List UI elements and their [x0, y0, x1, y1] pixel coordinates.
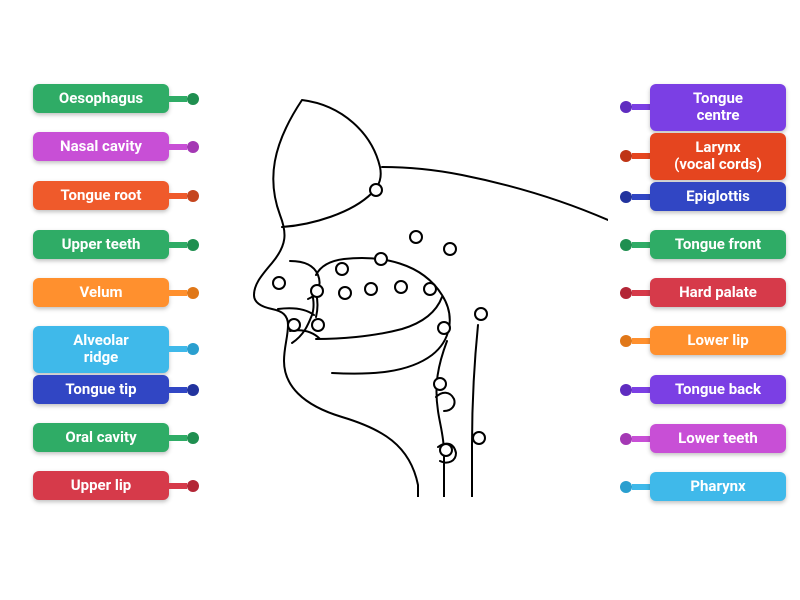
label-stem: [169, 290, 187, 296]
label-stem: [632, 436, 650, 442]
draggable-label[interactable]: Larynx (vocal cords): [620, 133, 786, 180]
label-connector-dot[interactable]: [187, 480, 199, 492]
draggable-label[interactable]: Alveolar ridge: [33, 326, 199, 373]
diagram-marker[interactable]: [335, 262, 349, 276]
label-pill[interactable]: Oral cavity: [33, 423, 169, 452]
label-stem: [169, 435, 187, 441]
draggable-label[interactable]: Tongue tip: [33, 375, 199, 404]
label-connector-dot[interactable]: [620, 287, 632, 299]
draggable-label[interactable]: Velum: [33, 278, 199, 307]
label-connector-dot[interactable]: [187, 343, 199, 355]
diagram-marker[interactable]: [409, 230, 423, 244]
draggable-label[interactable]: Lower teeth: [620, 424, 786, 453]
diagram-marker[interactable]: [472, 431, 486, 445]
diagram-marker[interactable]: [394, 280, 408, 294]
label-pill[interactable]: Lower lip: [650, 326, 786, 355]
diagram-marker[interactable]: [439, 443, 453, 457]
label-connector-dot[interactable]: [187, 432, 199, 444]
label-connector-dot[interactable]: [620, 384, 632, 396]
draggable-label[interactable]: Nasal cavity: [33, 132, 199, 161]
label-pill[interactable]: Nasal cavity: [33, 132, 169, 161]
label-pill[interactable]: Oesophagus: [33, 84, 169, 113]
label-pill[interactable]: Lower teeth: [650, 424, 786, 453]
label-pill[interactable]: Tongue tip: [33, 375, 169, 404]
label-stem: [632, 194, 650, 200]
stage: Oesophagus Nasal cavity Tongue root Upper t…: [0, 0, 800, 600]
label-connector-dot[interactable]: [620, 481, 632, 493]
label-connector-dot[interactable]: [620, 239, 632, 251]
diagram-marker[interactable]: [364, 282, 378, 296]
label-pill[interactable]: Tongue back: [650, 375, 786, 404]
label-stem: [169, 193, 187, 199]
label-pill[interactable]: Alveolar ridge: [33, 326, 169, 373]
diagram-marker[interactable]: [433, 377, 447, 391]
diagram-marker[interactable]: [423, 282, 437, 296]
label-pill[interactable]: Epiglottis: [650, 182, 786, 211]
label-pill[interactable]: Tongue front: [650, 230, 786, 259]
draggable-label[interactable]: Upper teeth: [33, 230, 199, 259]
label-stem: [632, 387, 650, 393]
label-stem: [169, 242, 187, 248]
label-connector-dot[interactable]: [187, 93, 199, 105]
label-pill[interactable]: Upper teeth: [33, 230, 169, 259]
draggable-label[interactable]: Oesophagus: [33, 84, 199, 113]
diagram-marker[interactable]: [437, 321, 451, 335]
draggable-label[interactable]: Tongue centre: [620, 84, 786, 131]
label-stem: [169, 96, 187, 102]
draggable-label[interactable]: Lower lip: [620, 326, 786, 355]
draggable-label[interactable]: Tongue back: [620, 375, 786, 404]
label-connector-dot[interactable]: [187, 384, 199, 396]
vocal-tract-diagram: [232, 85, 608, 497]
label-stem: [632, 104, 650, 110]
label-pill[interactable]: Velum: [33, 278, 169, 307]
draggable-label[interactable]: Oral cavity: [33, 423, 199, 452]
diagram-marker[interactable]: [287, 318, 301, 332]
draggable-label[interactable]: Epiglottis: [620, 182, 786, 211]
label-stem: [169, 144, 187, 150]
label-connector-dot[interactable]: [620, 335, 632, 347]
label-connector-dot[interactable]: [187, 141, 199, 153]
label-connector-dot[interactable]: [187, 190, 199, 202]
diagram-marker[interactable]: [474, 307, 488, 321]
diagram-marker[interactable]: [443, 242, 457, 256]
draggable-label[interactable]: Tongue root: [33, 181, 199, 210]
draggable-label[interactable]: Upper lip: [33, 471, 199, 500]
label-pill[interactable]: Larynx (vocal cords): [650, 133, 786, 180]
label-stem: [169, 346, 187, 352]
diagram-marker[interactable]: [311, 318, 325, 332]
label-connector-dot[interactable]: [620, 150, 632, 162]
label-stem: [632, 153, 650, 159]
diagram-marker[interactable]: [338, 286, 352, 300]
draggable-label[interactable]: Tongue front: [620, 230, 786, 259]
label-stem: [632, 242, 650, 248]
label-pill[interactable]: Pharynx: [650, 472, 786, 501]
diagram-marker[interactable]: [310, 284, 324, 298]
label-connector-dot[interactable]: [187, 239, 199, 251]
label-stem: [632, 290, 650, 296]
vocal-tract-svg: [232, 85, 608, 497]
label-pill[interactable]: Tongue root: [33, 181, 169, 210]
label-stem: [632, 484, 650, 490]
label-stem: [169, 483, 187, 489]
diagram-marker[interactable]: [369, 183, 383, 197]
label-connector-dot[interactable]: [620, 191, 632, 203]
label-pill[interactable]: Tongue centre: [650, 84, 786, 131]
draggable-label[interactable]: Hard palate: [620, 278, 786, 307]
label-pill[interactable]: Upper lip: [33, 471, 169, 500]
label-connector-dot[interactable]: [620, 433, 632, 445]
label-connector-dot[interactable]: [620, 101, 632, 113]
diagram-marker[interactable]: [374, 252, 388, 266]
diagram-marker[interactable]: [272, 276, 286, 290]
label-connector-dot[interactable]: [187, 287, 199, 299]
label-stem: [169, 387, 187, 393]
label-pill[interactable]: Hard palate: [650, 278, 786, 307]
label-stem: [632, 338, 650, 344]
draggable-label[interactable]: Pharynx: [620, 472, 786, 501]
